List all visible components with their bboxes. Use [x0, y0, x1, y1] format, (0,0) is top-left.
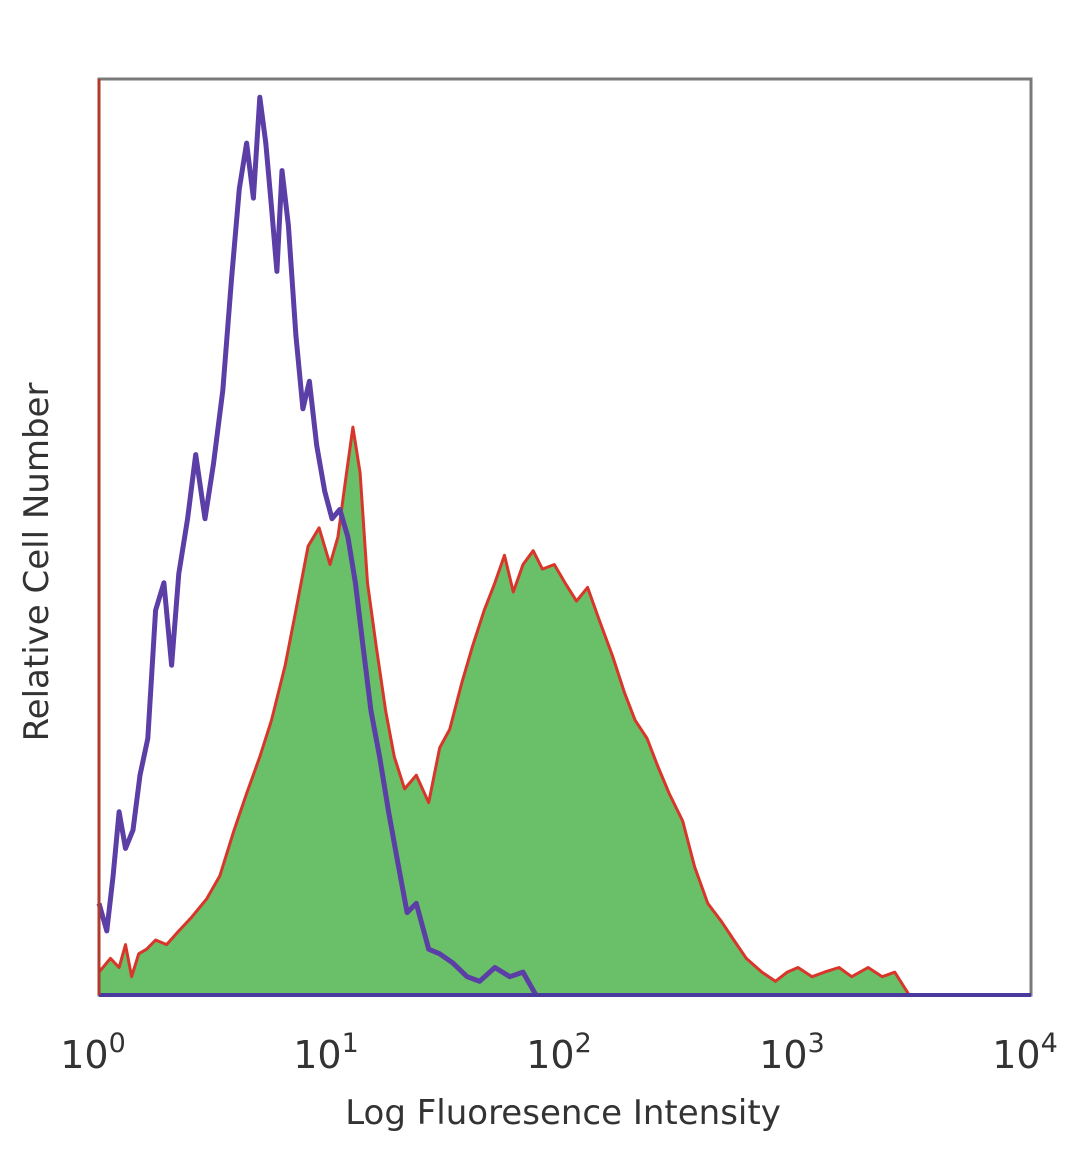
plot-area: [96, 94, 911, 997]
x-tick-label: 104: [992, 1028, 1058, 1077]
x-tick-label: 101: [293, 1028, 359, 1077]
y-axis-label: Relative Cell Number: [17, 383, 57, 742]
x-tick-label: 100: [60, 1028, 126, 1077]
histogram-outline-filled-series: [97, 425, 911, 996]
x-tick-label: 102: [526, 1028, 592, 1077]
x-axis-label: Log Fluoresence Intensity: [345, 1093, 781, 1133]
histogram-area-filled: [99, 427, 910, 996]
histogram-outline-series: [96, 94, 539, 997]
x-tick-label: 103: [759, 1028, 825, 1077]
x-tick-labels: 100 101 102 103 104: [60, 1028, 1058, 1077]
